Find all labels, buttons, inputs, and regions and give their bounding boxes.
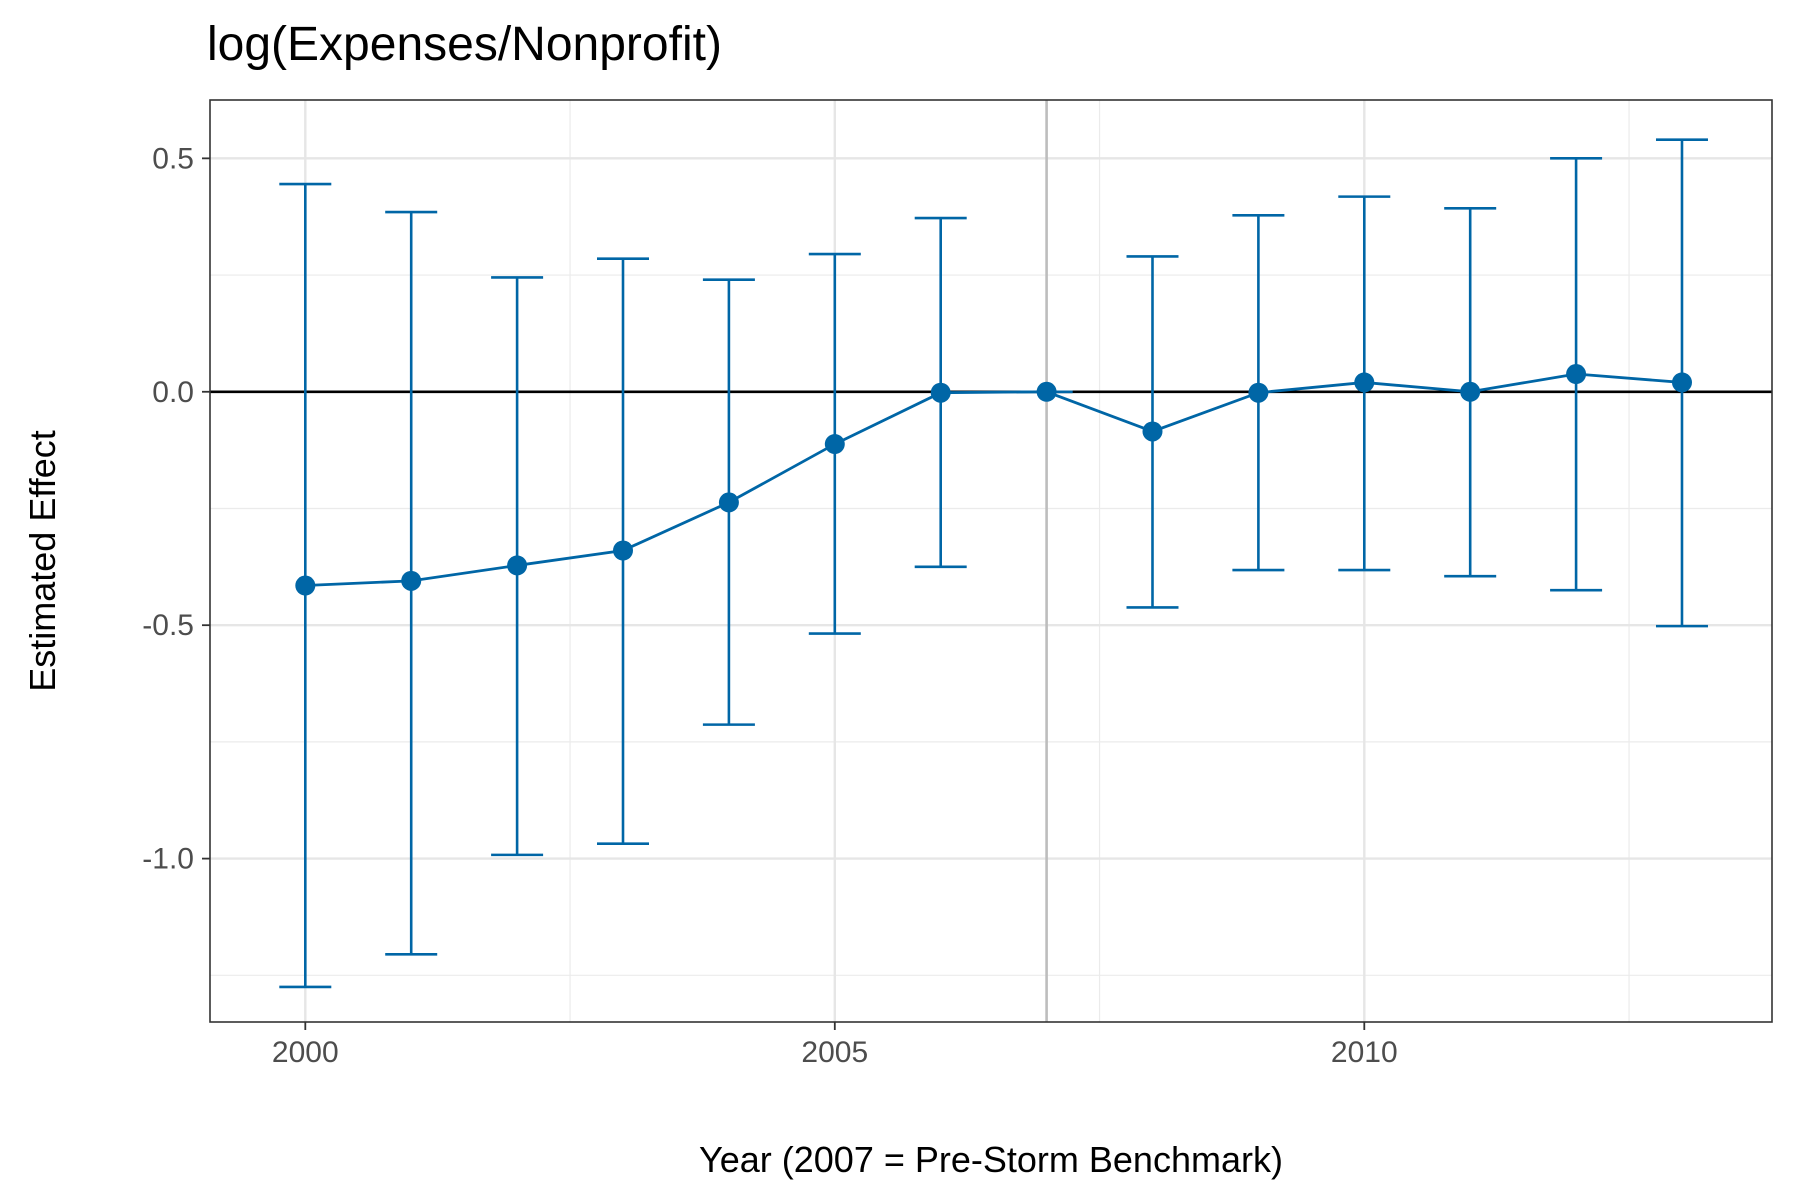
series-layer bbox=[279, 138, 1708, 989]
y-tick-label: 0.5 bbox=[152, 142, 194, 175]
y-tick-label: -1.0 bbox=[142, 843, 194, 876]
axis-layer: 2000 2005 2010 0.5 0.0 -0.5 -1.0 bbox=[142, 142, 1397, 1069]
data-point bbox=[401, 570, 422, 591]
series-line bbox=[305, 372, 1683, 587]
data-point bbox=[718, 492, 739, 513]
chart-title: log(Expenses/Nonprofit) bbox=[207, 18, 722, 71]
x-tick-label: 2010 bbox=[1331, 1036, 1398, 1069]
data-point bbox=[295, 575, 316, 596]
y-tick-label: -0.5 bbox=[142, 609, 194, 642]
data-point bbox=[1248, 382, 1269, 403]
data-point bbox=[1566, 364, 1587, 385]
y-axis-label: Estimated Effect bbox=[22, 430, 63, 691]
data-point bbox=[1142, 421, 1163, 442]
data-point bbox=[1036, 381, 1057, 402]
data-point bbox=[1354, 372, 1375, 393]
x-tick-label: 2000 bbox=[272, 1036, 339, 1069]
plot-panel-border bbox=[209, 99, 1773, 1023]
data-point bbox=[930, 382, 951, 403]
y-tick-label: 0.0 bbox=[152, 376, 194, 409]
grid-layer bbox=[210, 100, 1772, 1022]
x-tick-label: 2005 bbox=[801, 1036, 868, 1069]
data-point bbox=[613, 540, 634, 561]
data-point bbox=[1671, 372, 1692, 393]
data-point bbox=[824, 434, 845, 455]
data-point bbox=[507, 555, 528, 576]
reference-lines bbox=[210, 100, 1772, 1022]
x-axis-label: Year (2007 = Pre-Storm Benchmark) bbox=[699, 1139, 1283, 1180]
data-point bbox=[1460, 381, 1481, 402]
